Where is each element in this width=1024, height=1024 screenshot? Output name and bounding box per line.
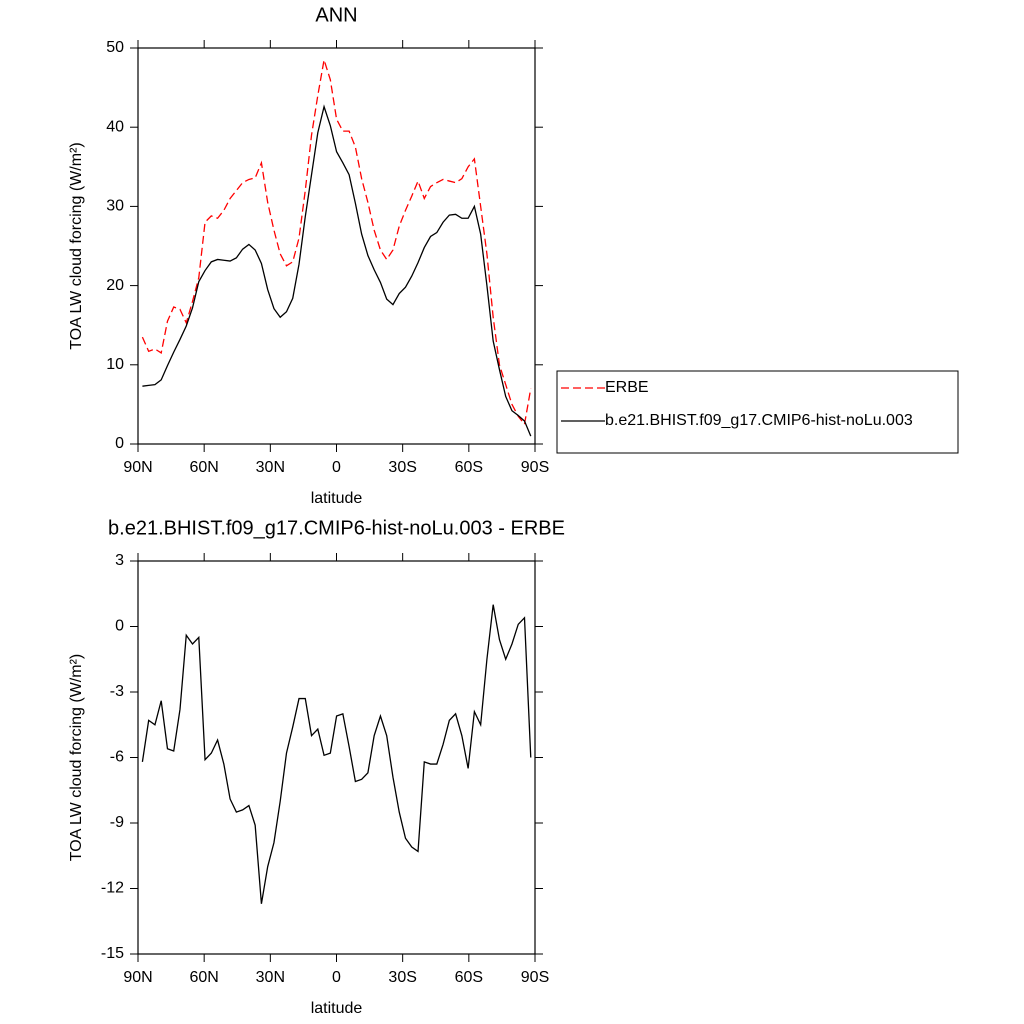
y-tick-label: -15 (101, 945, 124, 962)
y-tick-label: 3 (115, 552, 124, 569)
x-tick-label: 60S (455, 969, 483, 986)
y-tick-label: -9 (110, 814, 124, 831)
legend-label: b.e21.BHIST.f09_g17.CMIP6-hist-noLu.003 (605, 412, 913, 429)
x-tick-label: 90N (123, 969, 152, 986)
y-tick-label: -6 (110, 749, 124, 766)
data-line (141, 604, 532, 904)
y-tick-label: 10 (106, 356, 124, 373)
y-axis-label: TOA LW cloud forcing (W/m²) (68, 654, 85, 861)
plot-frame (137, 47, 536, 445)
data-line (142, 104, 532, 437)
y-tick-label: -3 (110, 683, 124, 700)
chart-title: ANN (315, 4, 357, 26)
x-tick-label: 0 (332, 969, 341, 986)
x-tick-label: 30S (388, 969, 416, 986)
x-tick-label: 30N (256, 969, 285, 986)
x-tick-label: 90S (521, 459, 549, 476)
legend-label: ERBE (605, 379, 649, 396)
y-tick-label: 40 (106, 118, 124, 135)
y-axis-label: TOA LW cloud forcing (W/m²) (68, 142, 85, 349)
y-tick-label: 0 (115, 435, 124, 452)
plot-frame (137, 560, 536, 955)
y-tick-label: 50 (106, 39, 124, 56)
x-tick-label: 30N (256, 459, 285, 476)
y-tick-label: -12 (101, 880, 124, 897)
x-tick-label: 90N (123, 459, 152, 476)
y-tick-label: 20 (106, 277, 124, 294)
y-tick-label: 0 (115, 618, 124, 635)
x-axis-label: latitude (311, 1000, 363, 1017)
x-tick-label: 90S (521, 969, 549, 986)
data-line (141, 59, 532, 426)
legend-box (556, 370, 959, 454)
chart-title: b.e21.BHIST.f09_g17.CMIP6-hist-noLu.003 … (108, 517, 565, 539)
x-tick-label: 0 (332, 459, 341, 476)
x-tick-label: 60S (455, 459, 483, 476)
x-tick-label: 30S (388, 459, 416, 476)
x-tick-label: 60N (189, 459, 218, 476)
y-tick-label: 30 (106, 198, 124, 215)
x-tick-label: 60N (189, 969, 218, 986)
x-axis-label: latitude (311, 490, 363, 507)
